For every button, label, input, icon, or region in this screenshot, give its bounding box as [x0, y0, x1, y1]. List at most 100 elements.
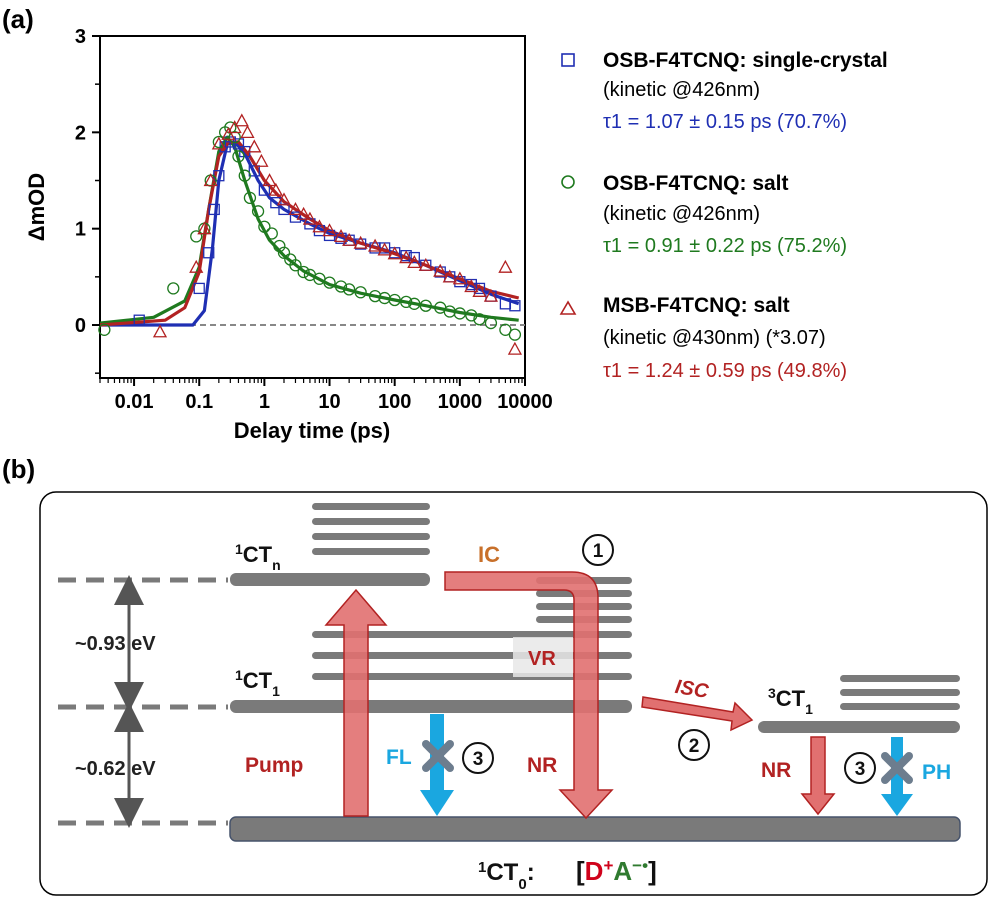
- data-point-triangle: [234, 113, 249, 127]
- ph-arrow-head: [881, 794, 913, 816]
- triplet-levels: [758, 675, 960, 733]
- data-point-circle: [167, 282, 180, 295]
- vib-line: [312, 518, 430, 525]
- legend-title: MSB-F4TCNQ: salt: [603, 294, 790, 317]
- data-point-square: [193, 282, 205, 295]
- data-point-triangle: [367, 238, 383, 252]
- x-tick-label: 100: [378, 391, 411, 413]
- legend-entry-single-crystal: OSB-F4TCNQ: single-crystal (kinetic @426…: [561, 49, 888, 133]
- data-point-triangle: [353, 235, 368, 249]
- data-point-square: [270, 197, 282, 209]
- ic-label: IC: [478, 542, 500, 567]
- data-point-triangle: [240, 124, 255, 138]
- x-tick-label: 1: [259, 391, 270, 413]
- data-point-triangle: [312, 219, 327, 233]
- vib-line: [312, 548, 430, 555]
- step-3-badge-ph: 3: [844, 752, 876, 784]
- pump-label: Pump: [245, 754, 303, 777]
- data-point-triangle: [399, 250, 414, 264]
- gap-label-upper: ~0.93 eV: [75, 633, 156, 655]
- data-point-circle: [388, 293, 401, 307]
- gap-label-lower: ~0.62 eV: [75, 758, 156, 780]
- level-ctn: [230, 573, 430, 586]
- data-point-triangle: [276, 192, 292, 206]
- fl-arrow-group: [420, 714, 454, 816]
- isc-label: ISC: [674, 676, 711, 703]
- panel-label-b: (b): [2, 454, 35, 484]
- vib-line: [312, 533, 430, 540]
- data-point-triangle: [433, 263, 448, 277]
- y-axis-label: ΔmOD: [24, 173, 49, 241]
- data-point-triangle: [322, 223, 337, 237]
- data-point-triangle: [288, 202, 303, 216]
- fl-arrow-head: [420, 790, 454, 816]
- data-point-square: [473, 282, 486, 295]
- level-3ct1: [758, 721, 960, 733]
- legend-tau: τ1 = 1.07 ± 0.15 ps (70.7%): [603, 111, 847, 133]
- ph-blocked-icon: [881, 752, 913, 784]
- data-point-triangle: [254, 153, 269, 167]
- data-point-triangle: [152, 324, 168, 338]
- data-point-circle: [354, 286, 367, 299]
- data-point-circle: [258, 220, 271, 233]
- data-point-triangle: [342, 232, 357, 246]
- data-point-square: [509, 300, 521, 312]
- label-3ct1: 3CT1: [768, 685, 813, 717]
- triplet-nr-arrow: [800, 736, 836, 816]
- nr-triplet-label: NR: [761, 759, 791, 782]
- data-point-triangle: [507, 341, 523, 355]
- data-point-circle: [342, 283, 356, 296]
- y-tick-label: 0: [75, 315, 86, 337]
- data-point-triangle: [227, 120, 242, 134]
- data-point-circle: [251, 205, 265, 218]
- svg-text:3: 3: [855, 759, 866, 780]
- ph-arrow-group: [881, 737, 913, 816]
- data-point-circle: [212, 135, 225, 149]
- data-point-triangle: [262, 173, 277, 187]
- data-point-circle: [453, 307, 466, 320]
- data-point-circle: [499, 323, 512, 336]
- data-point-triangle: [268, 182, 283, 196]
- isc-arrow: [641, 696, 754, 732]
- data-point-triangle: [189, 259, 204, 273]
- ctn-levels: [230, 503, 430, 586]
- data-point-triangle: [333, 229, 349, 243]
- y-axis: 0 1 2 3: [75, 26, 100, 374]
- x-tick-label: 0.1: [185, 391, 213, 413]
- legend-condition: (kinetic @426nm): [603, 203, 760, 225]
- ph-label: PH: [922, 761, 951, 784]
- step-1-badge: 1: [582, 534, 614, 566]
- data-point-circle: [238, 169, 251, 182]
- legend-entry-osb-salt: OSB-F4TCNQ: salt (kinetic @426nm) τ1 = 0…: [561, 172, 847, 257]
- data-point-square: [289, 211, 302, 223]
- x-axis: 0.01 0.1 1 10 100 1000 10000: [99, 378, 553, 413]
- data-point-circle: [297, 265, 310, 279]
- data-point-circle: [190, 230, 203, 243]
- legend-entry-msb-salt: MSB-F4TCNQ: salt (kinetic @430nm) (*3.07…: [559, 294, 847, 382]
- x-axis-label: Delay time (ps): [234, 418, 391, 443]
- data-point-circle: [408, 297, 421, 310]
- legend-tau: τ1 = 0.91 ± 0.22 ps (75.2%): [603, 235, 847, 257]
- vib-line: [312, 503, 430, 510]
- data-point-triangle: [296, 206, 311, 220]
- legend-title: OSB-F4TCNQ: single-crystal: [603, 49, 888, 72]
- data-point-square: [354, 238, 367, 250]
- step-3-badge-fl: 3: [462, 742, 494, 774]
- data-markers: [98, 113, 523, 355]
- data-point-circle: [277, 246, 291, 259]
- kinetics-chart: (a) 0 1 2 3 0.01 0.1 1 10 100 1000 10000 Delay ti…: [2, 4, 888, 443]
- svg-text:2: 2: [689, 736, 700, 757]
- data-point-triangle: [442, 269, 457, 283]
- legend-condition: (kinetic @430nm) (*3.07): [603, 327, 826, 349]
- level-ct0: [229, 816, 961, 842]
- y-tick-label: 2: [75, 122, 86, 144]
- data-point-triangle: [407, 255, 422, 269]
- y-tick-label: 3: [75, 26, 86, 48]
- data-point-triangle: [418, 257, 433, 271]
- data-point-square: [203, 247, 215, 259]
- svg-text:3: 3: [473, 749, 484, 770]
- data-point-square: [232, 138, 245, 150]
- x-tick-label: 1000: [438, 391, 483, 413]
- legend-circle-marker: [561, 175, 575, 189]
